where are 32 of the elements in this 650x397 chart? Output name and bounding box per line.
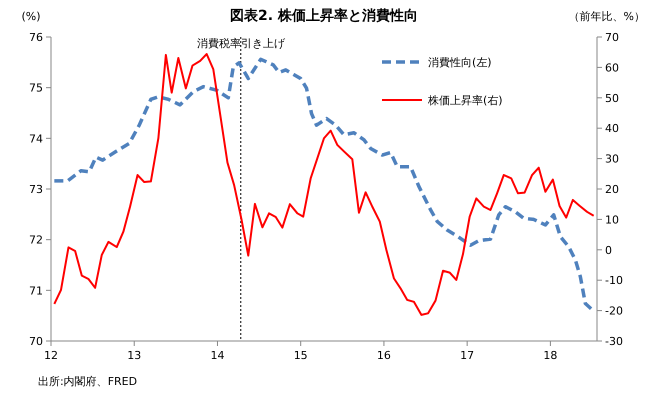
y2-tick-label: 30 — [605, 152, 619, 166]
y-tick-label: 75 — [29, 82, 43, 95]
y2-tick-label: -20 — [605, 304, 623, 318]
legend-label: 株価上昇率(右) — [427, 94, 503, 107]
y2-tick-label: -10 — [605, 274, 623, 288]
y2-tick-label: 20 — [605, 183, 619, 196]
y-tick-label: 74 — [29, 132, 43, 146]
y2-tick-label: 0 — [605, 244, 612, 257]
legend-label: 消費性向(左) — [428, 56, 492, 69]
y2-tick-label: -30 — [605, 335, 623, 348]
x-tick-label: 14 — [210, 349, 224, 362]
x-tick-label: 16 — [376, 349, 391, 362]
ref-line-label: 消費税率引き上げ — [196, 37, 286, 50]
y-tick-label: 71 — [29, 284, 43, 298]
y2-tick-label: 60 — [605, 61, 619, 74]
x-tick-label: 13 — [127, 349, 142, 362]
y-tick-label: 72 — [29, 234, 43, 247]
y2-tick-label: 40 — [605, 122, 619, 136]
y-tick-label: 70 — [29, 335, 43, 348]
y2-tick-label: 50 — [605, 92, 619, 105]
y2-tick-label: 70 — [605, 31, 619, 44]
x-tick-label: 17 — [460, 349, 474, 362]
x-tick-label: 15 — [294, 349, 308, 362]
x-tick-label: 18 — [543, 349, 558, 362]
y2-tick-label: 10 — [605, 213, 619, 226]
y-tick-label: 76 — [29, 31, 43, 44]
y-tick-label: 73 — [29, 183, 43, 196]
x-tick-label: 12 — [44, 349, 58, 362]
y2-axis-title: （前年比、%） — [568, 10, 645, 23]
chart-title: 図表2. 株価上昇率と消費性向 — [230, 7, 418, 24]
y-axis-title: (%) — [21, 10, 41, 23]
text: 出所:内閣府、FRED — [38, 375, 138, 388]
